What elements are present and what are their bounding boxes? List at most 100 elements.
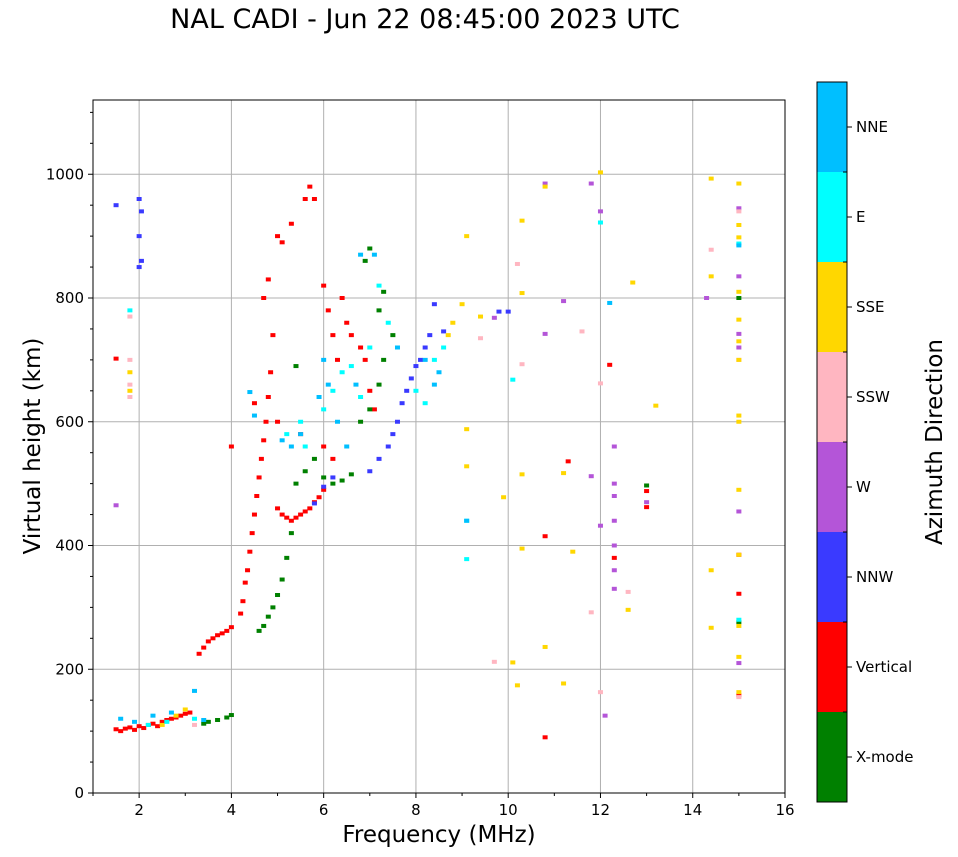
- data-point: [284, 555, 290, 560]
- data-point: [302, 197, 308, 201]
- data-point: [611, 555, 617, 560]
- data-point: [251, 413, 257, 418]
- data-point: [358, 395, 364, 399]
- data-point: [344, 320, 350, 325]
- x-tick-label: 10: [499, 801, 518, 819]
- data-point: [542, 181, 548, 186]
- data-point: [136, 265, 142, 270]
- data-point: [242, 580, 248, 585]
- data-point: [653, 403, 659, 408]
- data-point: [496, 309, 502, 314]
- data-point: [404, 388, 410, 393]
- y-tick-label: 600: [55, 413, 84, 431]
- data-point: [224, 715, 230, 720]
- data-point: [215, 633, 221, 638]
- data-point: [367, 469, 373, 474]
- data-point: [376, 456, 382, 461]
- data-point: [736, 206, 742, 211]
- data-point: [542, 184, 548, 189]
- data-point: [339, 478, 345, 483]
- data-point: [736, 331, 742, 336]
- data-point: [736, 654, 742, 659]
- data-point: [736, 345, 742, 350]
- data-point: [150, 713, 156, 718]
- data-point: [644, 483, 650, 488]
- data-point: [339, 370, 345, 375]
- data-point: [238, 611, 244, 616]
- data-point: [270, 333, 276, 338]
- data-point: [118, 729, 124, 734]
- data-point: [367, 388, 373, 393]
- data-point: [288, 518, 294, 523]
- data-point: [321, 475, 327, 480]
- data-point: [464, 518, 470, 523]
- data-point: [630, 280, 636, 285]
- data-point: [330, 481, 336, 486]
- data-point: [302, 444, 308, 449]
- data-point: [413, 388, 419, 393]
- data-point: [376, 382, 382, 387]
- data-point: [611, 586, 617, 591]
- data-point: [597, 523, 603, 528]
- data-point: [321, 407, 327, 412]
- data-point: [321, 444, 327, 449]
- data-point: [436, 370, 442, 375]
- x-tick-label: 12: [591, 801, 610, 819]
- data-point: [251, 512, 257, 517]
- data-point: [187, 710, 193, 715]
- data-point: [736, 591, 742, 596]
- data-point: [127, 308, 133, 313]
- data-point: [178, 713, 184, 718]
- data-point: [570, 549, 576, 554]
- data-point: [224, 628, 230, 633]
- data-point: [514, 261, 520, 266]
- data-point: [159, 719, 165, 724]
- data-point: [542, 331, 548, 336]
- data-point: [450, 320, 456, 325]
- data-point: [275, 419, 281, 424]
- data-point: [196, 651, 202, 656]
- x-tick-label: 8: [411, 801, 421, 819]
- plot-frame: [92, 99, 786, 794]
- data-point: [418, 357, 424, 362]
- chart-title: NAL CADI - Jun 22 08:45:00 2023 UTC: [170, 4, 680, 35]
- y-axis-label: Virtual height (km): [20, 338, 46, 555]
- data-point: [431, 382, 437, 387]
- data-point: [348, 472, 354, 477]
- data-point: [136, 197, 142, 201]
- data-point: [173, 713, 179, 718]
- data-point: [431, 302, 437, 307]
- data-point: [256, 628, 262, 633]
- colorbar-segment: [817, 172, 847, 262]
- data-point: [505, 309, 511, 314]
- data-point: [265, 277, 271, 282]
- data-point: [127, 314, 133, 319]
- colorbar: X-mode Vertical NNW W SSW SSE E NNE: [816, 81, 913, 803]
- data-point: [431, 357, 437, 362]
- series-x-mode: [201, 246, 742, 726]
- data-point: [510, 660, 516, 665]
- series-nnw: [113, 197, 511, 506]
- data-point: [205, 719, 211, 724]
- data-point: [441, 329, 447, 334]
- data-point: [519, 472, 525, 477]
- data-point: [519, 546, 525, 551]
- data-point: [704, 296, 710, 300]
- data-point: [265, 395, 271, 399]
- data-point: [736, 690, 742, 695]
- data-point: [249, 531, 255, 536]
- data-point: [335, 357, 341, 362]
- data-point: [321, 484, 327, 489]
- data-point: [127, 395, 133, 399]
- y-tick-label: 800: [55, 289, 84, 307]
- data-point: [399, 401, 405, 406]
- data-point: [478, 336, 484, 341]
- y-tick-label: 200: [55, 660, 84, 678]
- data-point: [279, 438, 285, 443]
- data-point: [736, 509, 742, 514]
- data-point: [736, 209, 742, 214]
- data-point: [736, 695, 742, 700]
- data-point: [205, 639, 211, 644]
- y-tick-label: 400: [55, 537, 84, 555]
